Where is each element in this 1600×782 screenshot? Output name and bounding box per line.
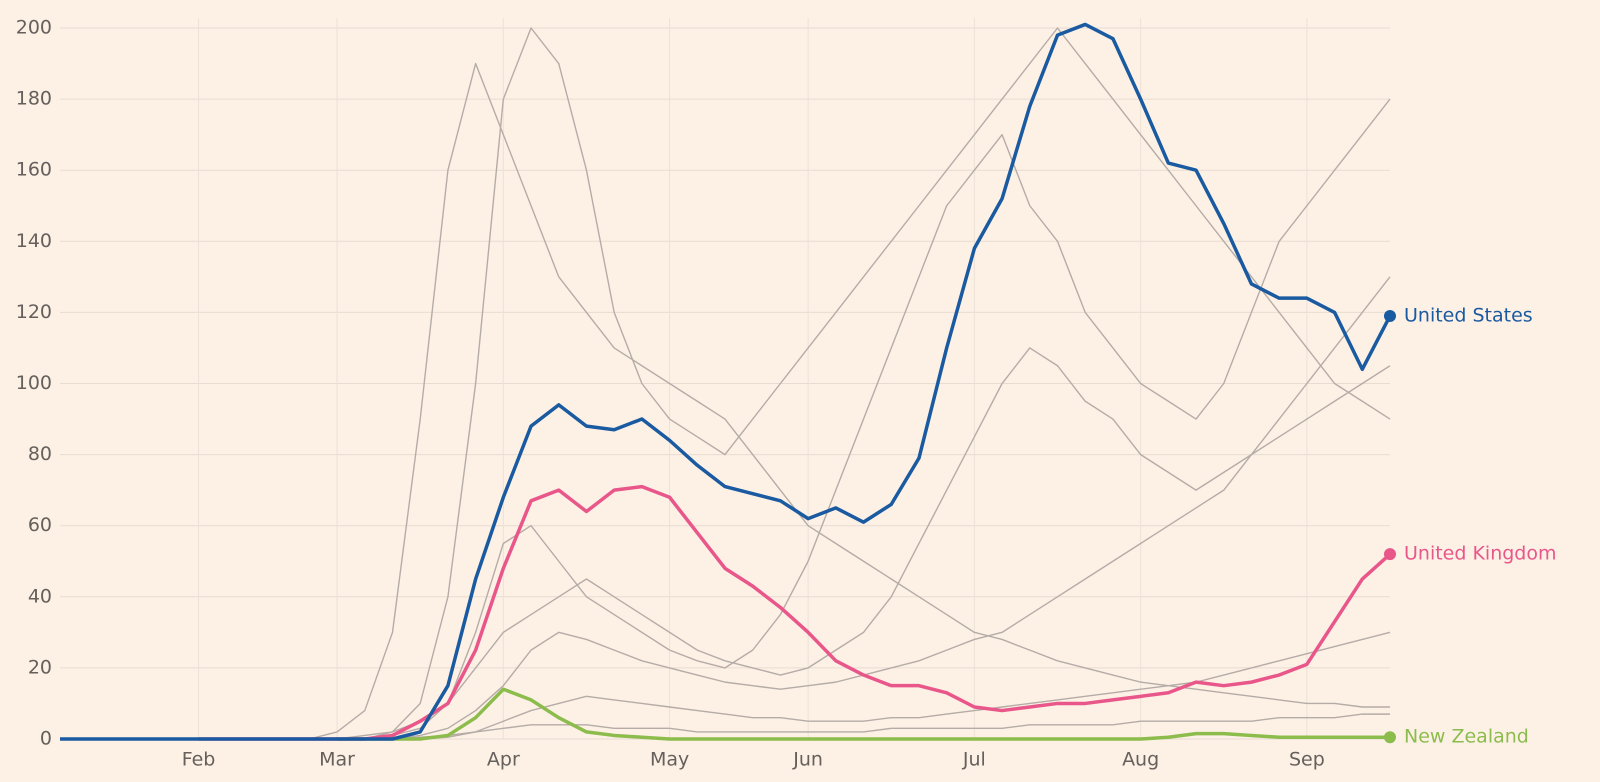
y-tick-label: 200 bbox=[16, 17, 52, 39]
y-tick-label: 80 bbox=[28, 443, 52, 465]
x-tick-label: Apr bbox=[487, 749, 520, 771]
x-tick-label: Mar bbox=[319, 749, 355, 771]
legend-label: New Zealand bbox=[1404, 726, 1529, 748]
y-tick-label: 140 bbox=[16, 230, 52, 252]
y-tick-label: 160 bbox=[16, 159, 52, 181]
legend-label: United Kingdom bbox=[1404, 543, 1557, 565]
plot-area bbox=[60, 22, 1392, 741]
y-tick-label: 20 bbox=[28, 656, 52, 678]
y-tick-label: 40 bbox=[28, 585, 52, 607]
series-line bbox=[337, 687, 1390, 741]
y-tick-label: 60 bbox=[28, 514, 52, 536]
x-tick-label: Sep bbox=[1289, 749, 1325, 771]
background-line bbox=[60, 347, 1391, 740]
background-line bbox=[60, 62, 1390, 740]
x-tick-label: Jun bbox=[792, 749, 823, 771]
series-line bbox=[60, 22, 1392, 741]
end-dot bbox=[1384, 548, 1396, 561]
x-tick-label: May bbox=[650, 749, 689, 771]
x-tick-label: Feb bbox=[182, 749, 216, 771]
x-tick-label: Aug bbox=[1122, 749, 1159, 771]
labels: 0 20 40 60 80 100 120 140 160 180 200 Feb Mar Apr May J… bbox=[16, 17, 1557, 771]
y-tick-label: 0 bbox=[40, 728, 52, 750]
y-tick-label: 180 bbox=[16, 88, 52, 110]
end-dot bbox=[1384, 309, 1396, 322]
y-tick-label: 120 bbox=[16, 301, 52, 323]
grid bbox=[60, 18, 1390, 740]
x-tick-label: Jul bbox=[962, 749, 986, 771]
y-tick-label: 100 bbox=[16, 372, 52, 394]
background-line bbox=[60, 276, 1391, 740]
legend-label: United States bbox=[1404, 304, 1533, 326]
end-dot bbox=[1384, 731, 1396, 744]
series-line bbox=[198, 484, 1392, 741]
